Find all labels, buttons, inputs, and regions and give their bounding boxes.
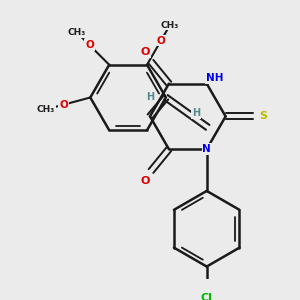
Text: O: O <box>85 40 94 50</box>
Text: S: S <box>260 111 267 122</box>
Text: H: H <box>192 108 200 118</box>
Text: O: O <box>140 47 150 57</box>
Text: Cl: Cl <box>201 293 213 300</box>
Text: NH: NH <box>206 73 224 83</box>
Text: H: H <box>146 92 154 102</box>
Text: O: O <box>59 100 68 110</box>
Text: N: N <box>202 144 211 154</box>
Text: CH₃: CH₃ <box>161 21 179 30</box>
Text: O: O <box>140 176 150 186</box>
Text: CH₃: CH₃ <box>37 105 55 114</box>
Text: CH₃: CH₃ <box>68 28 86 37</box>
Text: O: O <box>157 36 165 46</box>
